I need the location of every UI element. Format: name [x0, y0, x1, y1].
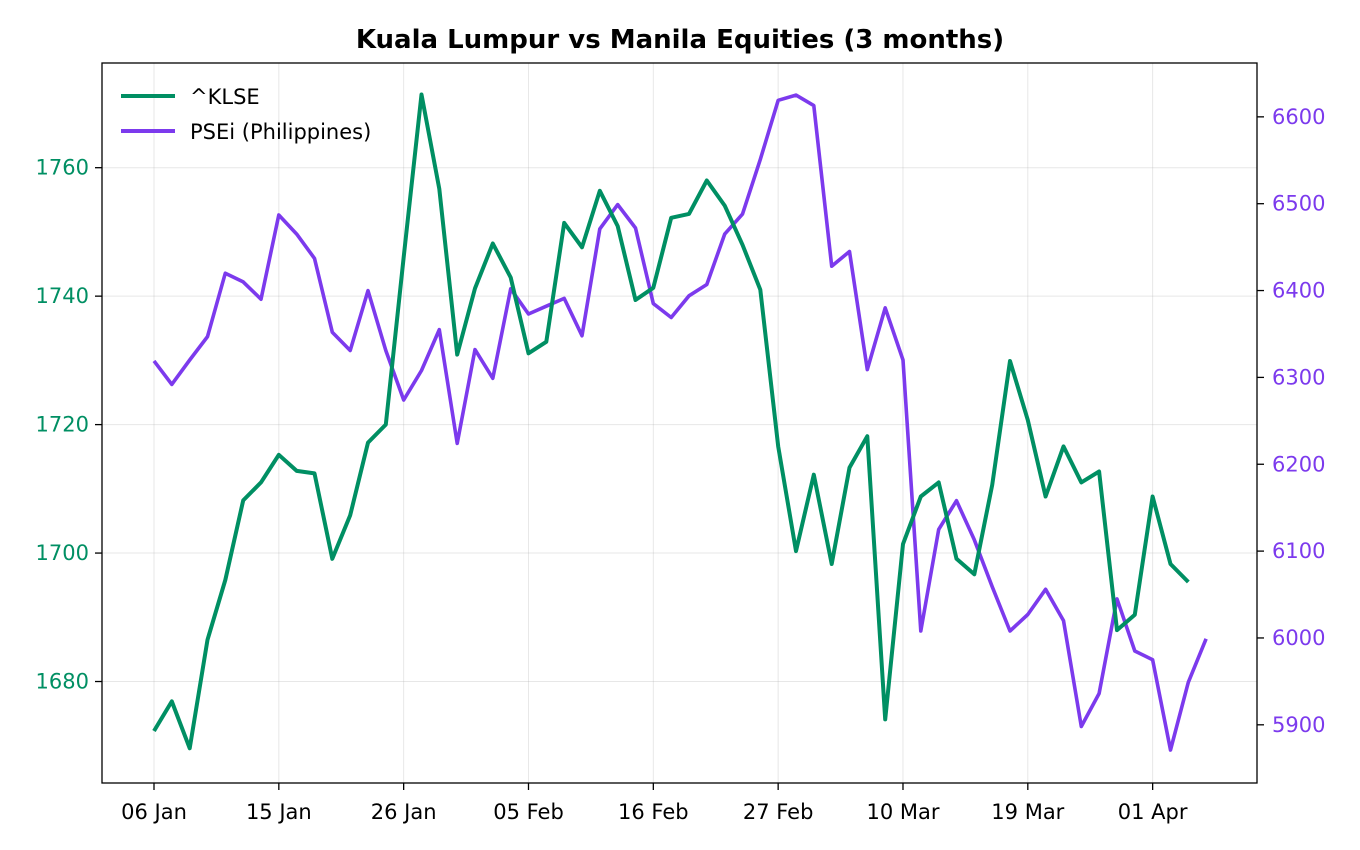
x-tick-label: 15 Jan: [246, 800, 312, 824]
x-tick-label: 05 Feb: [493, 800, 564, 824]
y-left-tick-label: 1700: [36, 541, 89, 565]
plot-frame: [101, 62, 1258, 784]
y-right-tick-label: 6400: [1272, 279, 1325, 303]
y-right-tick-label: 6300: [1272, 365, 1325, 389]
y-right-tick-label: 5900: [1272, 713, 1325, 737]
y-left-tick-label: 1740: [36, 284, 89, 308]
y-axis-right: 5900 6000 6100 6200 6300 6400 6500 6600: [1257, 105, 1325, 737]
series-line-psei: [152, 93, 1208, 752]
legend-label: PSEi (Philippines): [190, 120, 371, 144]
series-layer: [152, 92, 1208, 752]
x-tick-label: 26 Jan: [371, 800, 437, 824]
y-right-tick-label: 6000: [1272, 626, 1325, 650]
x-tick-label: 10 Mar: [866, 800, 939, 824]
legend: ^KLSE PSEi (Philippines): [121, 85, 371, 144]
x-tick-label: 16 Feb: [618, 800, 689, 824]
y-left-tick-label: 1760: [36, 156, 89, 180]
x-tick-label: 19 Mar: [991, 800, 1064, 824]
legend-label: ^KLSE: [190, 85, 260, 109]
y-right-tick-label: 6500: [1272, 192, 1325, 216]
y-left-tick-label: 1720: [36, 413, 89, 437]
y-right-tick-label: 6600: [1272, 105, 1325, 129]
series-line-klse: [152, 92, 1190, 751]
y-axis-left: 1680 1700 1720 1740 1760: [36, 156, 102, 694]
x-axis: 06 Jan 15 Jan 26 Jan 05 Feb 16 Feb 27 Feb 10 M…: [121, 783, 1188, 824]
x-tick-label: 06 Jan: [121, 800, 187, 824]
x-tick-label: 01 Apr: [1118, 800, 1188, 824]
x-tick-label: 27 Feb: [743, 800, 814, 824]
chart-title: Kuala Lumpur vs Manila Equities (3 month…: [356, 25, 1004, 55]
y-right-tick-label: 6200: [1272, 452, 1325, 476]
y-right-tick-label: 6100: [1272, 539, 1325, 563]
y-left-tick-label: 1680: [36, 670, 89, 694]
grid: [102, 63, 1257, 783]
